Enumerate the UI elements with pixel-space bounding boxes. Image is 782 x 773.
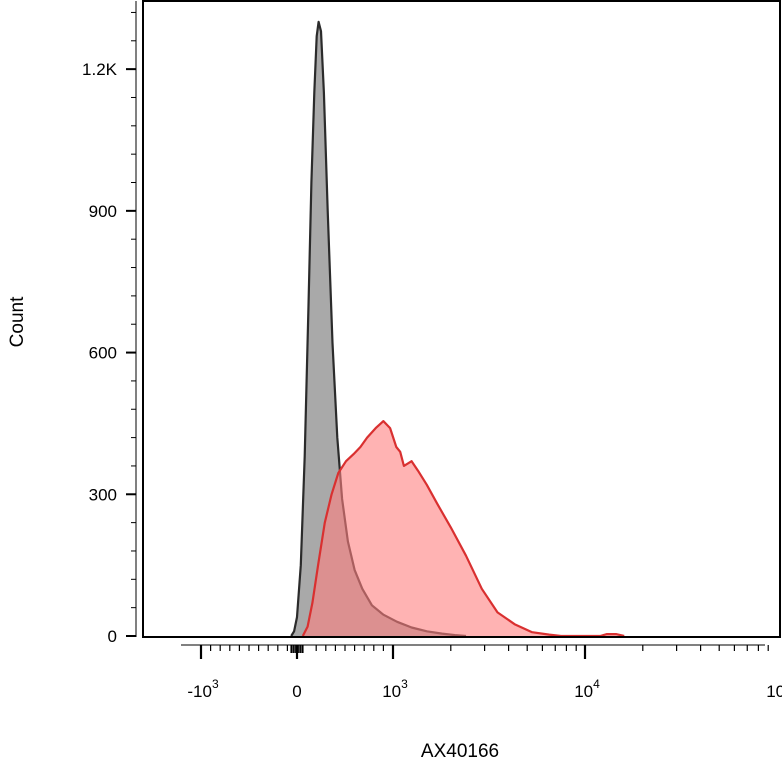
y-tick-label: 900: [89, 202, 117, 221]
x-axis-title: AX40166: [421, 741, 499, 762]
y-tick-label: 300: [89, 485, 117, 504]
x-tick-label: 105: [766, 677, 782, 701]
x-tick-label: -103: [187, 677, 219, 701]
series-1-area: [302, 421, 625, 636]
x-tick-label: 0: [292, 682, 301, 701]
y-axis-title: Count: [7, 296, 28, 347]
series-layer: [290, 20, 625, 638]
y-tick-label: 600: [89, 344, 117, 363]
x-tick-label: 104: [574, 677, 600, 701]
x-axis: -103 0 103 104 105: [181, 644, 782, 701]
y-axis: 0 300 600 900 1.2K: [82, 1, 137, 646]
x-tick-label: 103: [382, 677, 408, 701]
series-1-outline: [301, 420, 625, 638]
y-tick-label: 0: [108, 627, 117, 646]
y-tick-label: 1.2K: [82, 60, 118, 79]
plot-frame-layer: [142, 0, 781, 638]
plot-frame: [142, 0, 781, 638]
